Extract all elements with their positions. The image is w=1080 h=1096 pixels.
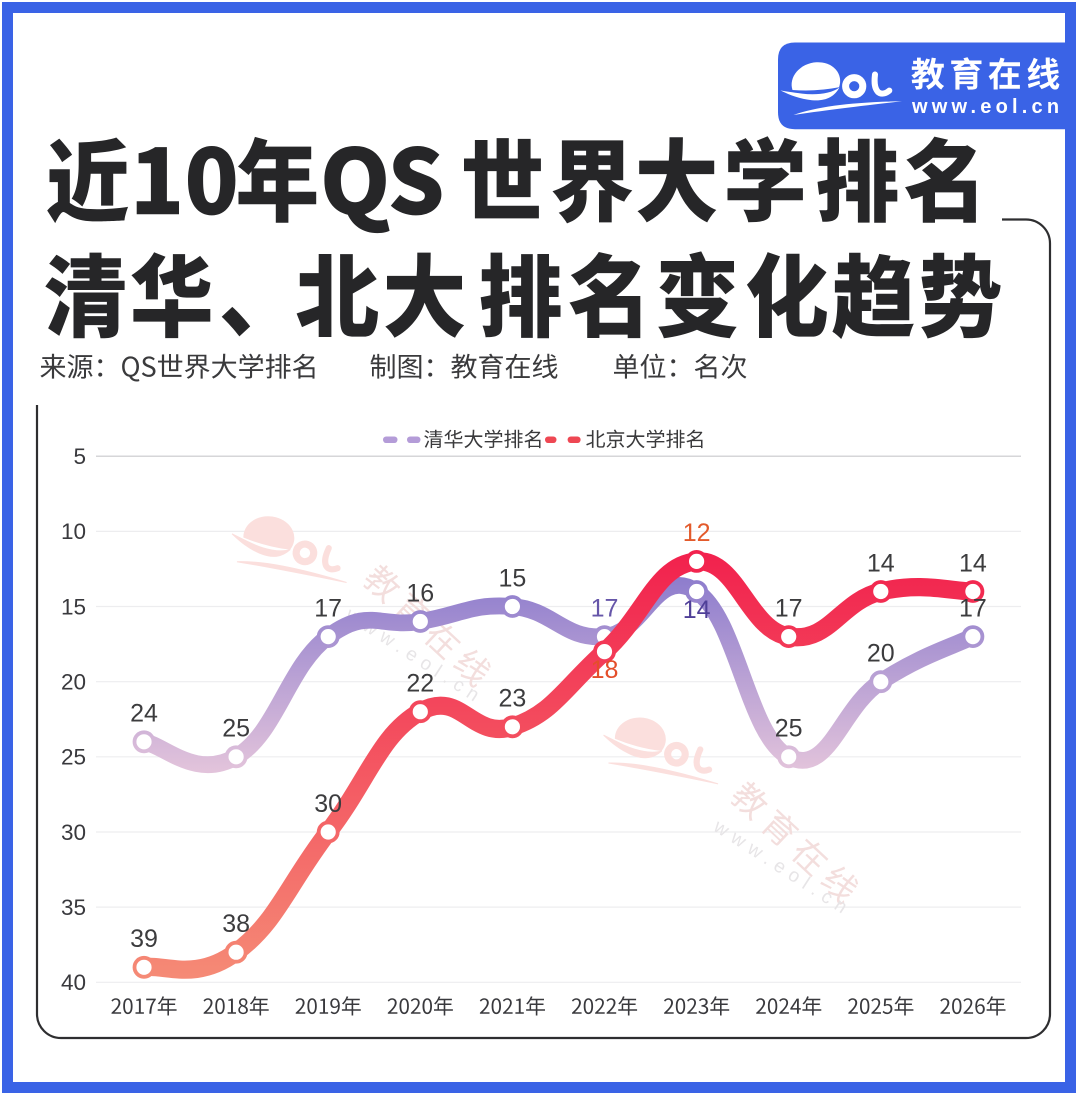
svg-text:40: 40 <box>61 970 86 995</box>
svg-text:18: 18 <box>591 656 619 684</box>
svg-text:22: 22 <box>406 670 434 698</box>
svg-text:5: 5 <box>73 444 86 469</box>
svg-text:30: 30 <box>61 820 86 845</box>
svg-text:14: 14 <box>683 596 711 624</box>
svg-text:14: 14 <box>959 549 987 577</box>
svg-text:17: 17 <box>959 594 987 622</box>
svg-text:14: 14 <box>867 549 895 577</box>
svg-text:24: 24 <box>130 700 158 728</box>
svg-text:17: 17 <box>775 594 803 622</box>
svg-text:20: 20 <box>867 640 895 668</box>
svg-text:23: 23 <box>498 685 526 713</box>
svg-text:25: 25 <box>775 715 803 743</box>
svg-text:35: 35 <box>61 895 86 920</box>
svg-text:17: 17 <box>314 594 342 622</box>
svg-text:15: 15 <box>498 564 526 592</box>
svg-text:20: 20 <box>61 670 86 695</box>
svg-text:30: 30 <box>314 790 342 818</box>
svg-text:15: 15 <box>61 594 86 619</box>
svg-text:39: 39 <box>130 925 158 953</box>
svg-text:12: 12 <box>683 519 711 547</box>
svg-text:38: 38 <box>222 910 250 938</box>
svg-text:10: 10 <box>61 519 86 544</box>
svg-text:16: 16 <box>406 579 434 607</box>
svg-text:25: 25 <box>222 715 250 743</box>
svg-text:www.eol.cn: www.eol.cn <box>911 96 1063 118</box>
svg-text:17: 17 <box>591 594 619 622</box>
svg-text:25: 25 <box>61 745 86 770</box>
